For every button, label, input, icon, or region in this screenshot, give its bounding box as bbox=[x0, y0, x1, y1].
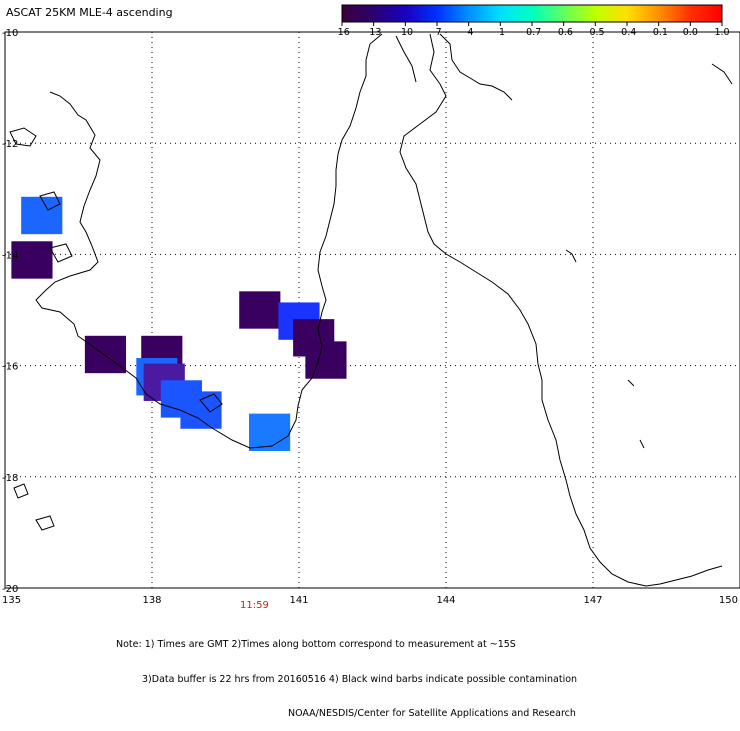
wind-cell bbox=[84, 335, 127, 374]
map-canvas: -16 -13 -10 -7 -4 -1 -0.7 -0.6 -0.5 -0.4 -0.1 0.0 1.… bbox=[2, 4, 740, 606]
latitude-labels: -10 -12 -14 -16 -18 -20 bbox=[2, 28, 18, 595]
notes-block: Note: 1) Times are GMT 2)Times along bot… bbox=[116, 616, 577, 731]
colorbar-label: -0.4 bbox=[618, 27, 637, 38]
colorbar-label: -7 bbox=[432, 27, 441, 38]
lon-label: 141 bbox=[289, 595, 308, 606]
note-line-3: NOAA/NESDIS/Center for Satellite Applica… bbox=[288, 708, 576, 719]
time-label: 11:59 bbox=[240, 600, 269, 611]
wind-cell bbox=[11, 241, 53, 279]
wind-cell bbox=[239, 291, 281, 329]
colorbar-bar bbox=[341, 4, 723, 23]
colorbar-label: -0.5 bbox=[586, 27, 605, 38]
lat-label: -14 bbox=[2, 250, 18, 261]
lon-label: 144 bbox=[436, 595, 455, 606]
lat-label: -18 bbox=[2, 473, 18, 484]
colorbar-label: -0.7 bbox=[523, 27, 542, 38]
plot-frame bbox=[4, 31, 740, 589]
lat-label: -16 bbox=[2, 362, 18, 373]
coastline bbox=[9, 33, 733, 587]
wind-cell bbox=[21, 196, 63, 235]
gridlines bbox=[5, 32, 740, 588]
lon-label: 150 bbox=[719, 595, 738, 606]
lon-label: 135 bbox=[2, 595, 21, 606]
colorbar-labels: -16 -13 -10 -7 -4 -1 -0.7 -0.6 -0.5 -0.4 -0.1 0.0 1.… bbox=[334, 22, 730, 38]
colorbar-label: -13 bbox=[366, 27, 382, 38]
colorbar-label: -0.6 bbox=[554, 27, 573, 38]
lat-label: -20 bbox=[2, 584, 18, 595]
map-title: ASCAT 25KM MLE-4 ascending bbox=[6, 6, 173, 19]
colorbar-label: -0.1 bbox=[649, 27, 668, 38]
colorbar-label: -10 bbox=[398, 27, 414, 38]
note-line-1: Note: 1) Times are GMT 2)Times along bot… bbox=[116, 639, 516, 650]
colorbar-label: 1.0 bbox=[714, 27, 729, 38]
colorbar-label: -1 bbox=[496, 27, 505, 38]
lat-label: -12 bbox=[2, 139, 18, 150]
wind-cell bbox=[305, 341, 347, 379]
scatterometer-cells bbox=[11, 196, 347, 452]
wind-cell bbox=[249, 413, 291, 452]
longitude-labels: 135 138 141 144 147 150 bbox=[2, 595, 738, 606]
lon-label: 138 bbox=[142, 595, 161, 606]
wind-cell bbox=[180, 391, 222, 429]
colorbar-label: 0.0 bbox=[683, 27, 698, 38]
note-line-2: 3)Data buffer is 22 hrs from 20160516 4)… bbox=[142, 673, 578, 685]
colorbar-label: -16 bbox=[334, 27, 350, 38]
colorbar bbox=[341, 4, 723, 23]
lon-label: 147 bbox=[583, 595, 602, 606]
colorbar-label: -4 bbox=[464, 27, 473, 38]
lat-label: -10 bbox=[2, 28, 18, 39]
